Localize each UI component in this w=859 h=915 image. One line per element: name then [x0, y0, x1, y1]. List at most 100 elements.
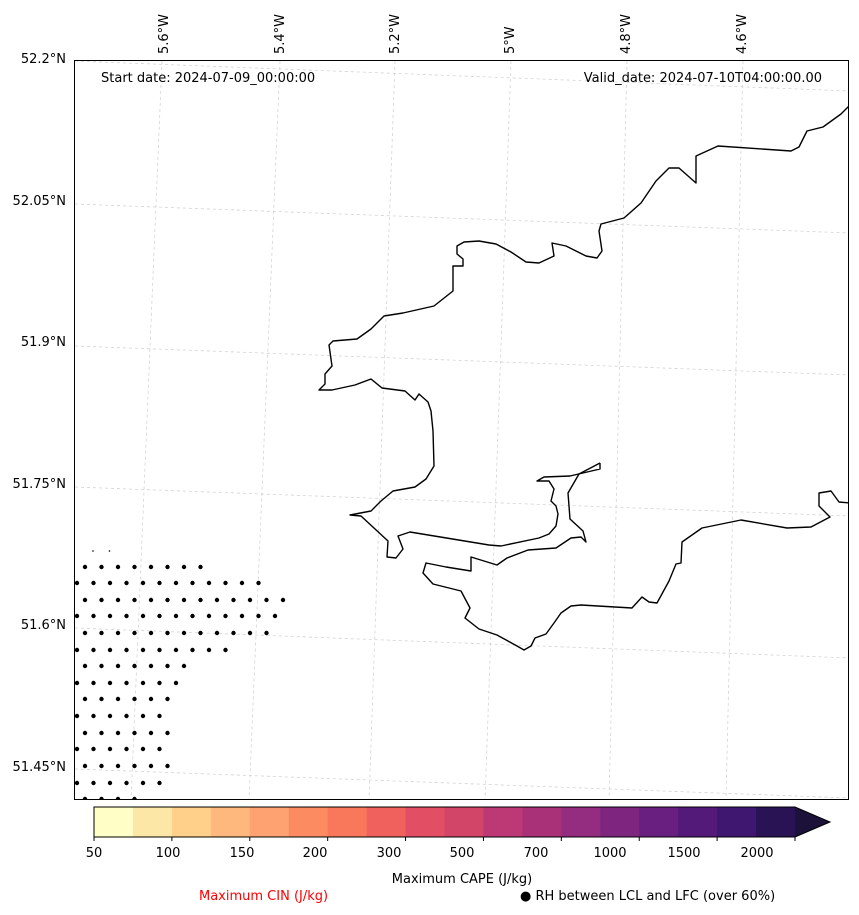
- rh-dot: [124, 746, 129, 752]
- rh-dot: [75, 780, 80, 786]
- rh-dot: [165, 763, 170, 769]
- rh-dot: [99, 663, 104, 669]
- colorbar-cell: [639, 807, 679, 837]
- gridline-lat-51-6: [75, 627, 848, 659]
- rh-dot: [223, 647, 228, 653]
- colorbar-cell: [405, 807, 445, 837]
- rh-dot: [198, 597, 203, 603]
- rh-dot: [272, 613, 278, 619]
- lat-label-51-75: 51.75°N: [12, 477, 66, 492]
- rh-dot: [115, 763, 121, 769]
- rh-dot: [173, 580, 179, 586]
- rh-dot: [173, 680, 179, 686]
- colorbar-cell: [288, 807, 329, 837]
- rh-dot: [107, 746, 113, 752]
- rh-dot: [107, 713, 113, 719]
- rh-dot: [198, 630, 203, 636]
- colorbar-cell: [366, 807, 407, 837]
- rh-dot: [91, 580, 96, 586]
- rh-dot: [99, 696, 104, 702]
- rh-dot: [132, 564, 137, 570]
- rh-dot: [82, 730, 88, 736]
- rh-dot: [148, 630, 154, 636]
- rh-dot: [132, 763, 137, 769]
- rh-dot: [181, 630, 187, 636]
- colorbar-cells: [94, 807, 796, 837]
- rh-dot: [181, 564, 187, 570]
- coastline: [318, 106, 848, 651]
- rh-dot: [165, 696, 170, 702]
- rh-dot: [115, 696, 121, 702]
- gridline-lon-4-6: [725, 61, 744, 799]
- rh-dot: [190, 613, 195, 619]
- rh-dot: [99, 796, 104, 799]
- rh-dot: [91, 647, 96, 653]
- rh-dot: [132, 663, 137, 669]
- rh-dot: [107, 580, 113, 586]
- colorbar-cell: [717, 807, 757, 837]
- colorbar-cell: [327, 807, 368, 837]
- colorbar-tick-1000: 1000: [593, 846, 627, 861]
- rh-dot: [91, 746, 96, 752]
- colorbar-cell: [132, 807, 173, 837]
- lat-label-52-2: 52.2°N: [20, 52, 66, 67]
- rh-dot: [75, 746, 80, 752]
- colorbar-tick-50: 50: [85, 846, 103, 861]
- rh-dot: [92, 550, 94, 552]
- rh-dot: [140, 580, 146, 586]
- rh-dot: [148, 564, 154, 570]
- colorbar-tick-500: 500: [449, 846, 475, 861]
- rh-dot: [82, 630, 88, 636]
- rh-dot: [132, 696, 137, 702]
- lon-label-5-4w: 5.4°W: [273, 13, 288, 54]
- colorbar-title: Maximum CAPE (J/kg): [391, 872, 533, 887]
- rh-dot: [124, 647, 129, 653]
- rh-dot: [157, 713, 162, 719]
- rh-dot: [75, 680, 80, 686]
- rh-dot: [140, 680, 146, 686]
- rh-dot: [107, 613, 113, 619]
- rh-dot: [214, 597, 220, 603]
- lon-label-5w: 5°W: [503, 26, 518, 54]
- rh-dot: [148, 696, 154, 702]
- rh-dot: [206, 613, 212, 619]
- lat-label-52-05: 52.05°N: [12, 194, 66, 209]
- colorbar-tick-300: 300: [376, 846, 402, 861]
- rh-dot: [115, 597, 121, 603]
- rh-dot: [223, 580, 228, 586]
- gridline-lon-5-4: [248, 61, 281, 799]
- rh-dot: [124, 613, 129, 619]
- rh-dot: [165, 597, 170, 603]
- rh-dot: [115, 730, 121, 736]
- rh-dot: [198, 564, 203, 570]
- rh-dot-field: [75, 550, 286, 799]
- rh-dot: [181, 663, 187, 669]
- legend-rh: ● RH between LCL and LFC (over 60%): [520, 889, 776, 904]
- rh-dot: [157, 780, 162, 786]
- rh-dot: [148, 597, 154, 603]
- rh-dot: [99, 597, 104, 603]
- rh-dot: [165, 663, 170, 669]
- colorbar-cell: [210, 807, 251, 837]
- rh-dot: [239, 613, 245, 619]
- rh-dot: [75, 613, 80, 619]
- colorbar-cell: [249, 807, 290, 837]
- rh-dot: [124, 713, 129, 719]
- rh-dot: [231, 597, 236, 603]
- rh-dot: [214, 630, 220, 636]
- rh-dot: [115, 564, 121, 570]
- rh-dot: [165, 564, 170, 570]
- colorbar-cell: [600, 807, 640, 837]
- rh-dot: [181, 597, 187, 603]
- lat-label-51-9: 51.9°N: [20, 335, 66, 350]
- coastline-south: [422, 462, 848, 651]
- rh-dot: [99, 630, 104, 636]
- rh-dot: [173, 647, 179, 653]
- colorbar-tick-2000: 2000: [740, 846, 774, 861]
- colorbar-ticks: [93, 837, 796, 841]
- rh-dot: [82, 663, 88, 669]
- rh-dot: [264, 630, 269, 636]
- colorbar-cell: [678, 807, 718, 837]
- lat-label-51-6: 51.6°N: [20, 618, 66, 633]
- start-date: Start date: 2024-07-09_00:00:00: [101, 71, 316, 86]
